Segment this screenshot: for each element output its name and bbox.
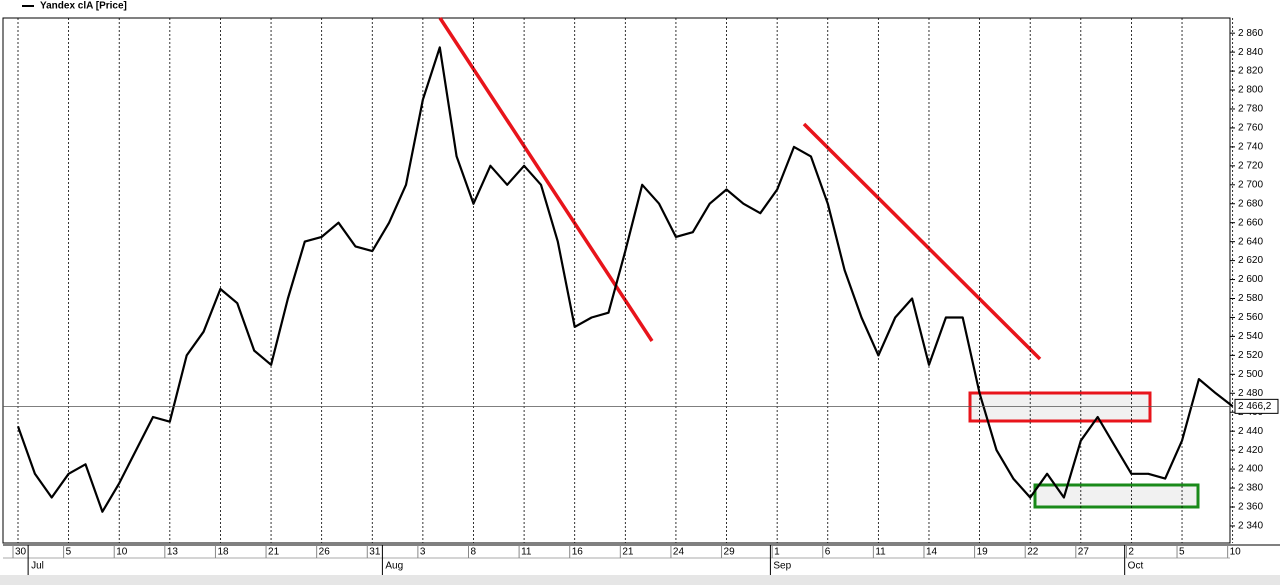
y-tick-label: 2 600 — [1238, 274, 1263, 285]
y-tick-label: 2 840 — [1238, 47, 1263, 58]
y-tick-label: 2 480 — [1238, 388, 1263, 399]
y-tick-label: 2 540 — [1238, 331, 1263, 342]
x-tick-label: 2 — [1128, 547, 1134, 558]
support-box — [1033, 483, 1200, 509]
y-tick-label: 2 660 — [1238, 217, 1263, 228]
y-tick-label: 2 620 — [1238, 255, 1263, 266]
y-tick-label: 2 380 — [1238, 483, 1263, 494]
y-tick-label: 2 360 — [1238, 502, 1263, 513]
x-tick-label: 31 — [369, 547, 381, 558]
trend-line — [438, 17, 654, 342]
status-strip — [0, 575, 1280, 585]
y-tick-label: 2 820 — [1238, 66, 1263, 77]
x-tick-label: 3 — [420, 547, 426, 558]
trend-line — [802, 122, 1042, 361]
x-tick-label: 16 — [572, 547, 584, 558]
month-label: Sep — [773, 561, 791, 572]
x-tick-label: 5 — [1179, 547, 1185, 558]
x-tick-label: 21 — [622, 547, 634, 558]
y-tick-label: 2 700 — [1238, 179, 1263, 190]
y-tick-label: 2 760 — [1238, 123, 1263, 134]
y-tick-label: 2 800 — [1238, 85, 1263, 96]
legend-label: Yandex clA [Price] — [40, 1, 127, 12]
x-tick-label: 14 — [926, 547, 938, 558]
x-tick-label: 22 — [1027, 547, 1039, 558]
month-label: Oct — [1128, 561, 1144, 572]
y-tick-label: 2 860 — [1238, 28, 1263, 39]
x-tick-label: 19 — [977, 547, 989, 558]
y-tick-label: 2 680 — [1238, 198, 1263, 209]
y-tick-label: 2 420 — [1238, 445, 1263, 456]
month-label: Jul — [31, 561, 44, 572]
y-tick-label: 2 440 — [1238, 426, 1263, 437]
y-tick-label: 2 580 — [1238, 293, 1263, 304]
y-tick-label: 2 640 — [1238, 236, 1263, 247]
x-tick-label: 10 — [1230, 547, 1242, 558]
x-tick-label: 5 — [66, 547, 72, 558]
y-tick-label: 2 740 — [1238, 142, 1263, 153]
x-tick-label: 11 — [521, 547, 532, 558]
y-tick-label: 2 720 — [1238, 160, 1263, 171]
x-tick-label: 18 — [217, 547, 229, 558]
month-label: Aug — [385, 561, 403, 572]
y-tick-label: 2 560 — [1238, 312, 1263, 323]
y-tick-label: 2 400 — [1238, 464, 1263, 475]
x-tick-label: 11 — [875, 547, 886, 558]
y-tick-label: 2 500 — [1238, 369, 1263, 380]
x-tick-label: 24 — [673, 547, 685, 558]
resistance-box — [968, 391, 1152, 423]
x-tick-label: 13 — [167, 547, 179, 558]
x-tick-label: 1 — [774, 547, 780, 558]
x-tick-label: 10 — [116, 547, 128, 558]
x-tick-label: 6 — [825, 547, 831, 558]
y-tick-label: 2 780 — [1238, 104, 1263, 115]
x-tick-label: 21 — [268, 547, 280, 558]
price-line — [16, 46, 1234, 513]
y-tick-label: 2 340 — [1238, 521, 1263, 532]
price-marker-box — [1234, 398, 1279, 414]
x-tick-label: 30 — [15, 547, 27, 558]
x-tick-label: 29 — [724, 547, 736, 558]
price-marker-label: 2 466,2 — [1238, 401, 1272, 412]
y-tick-label: 2 520 — [1238, 350, 1263, 361]
x-tick-label: 8 — [470, 547, 476, 558]
x-tick-label: 27 — [1078, 547, 1090, 558]
x-tick-label: 26 — [319, 547, 331, 558]
